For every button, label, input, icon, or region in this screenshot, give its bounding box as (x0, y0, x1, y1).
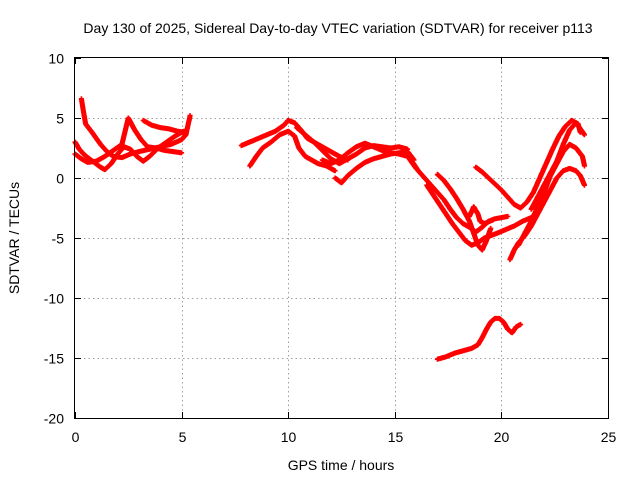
data-series-arc-l (434, 171, 494, 253)
x-axis-label: GPS time / hours (288, 457, 395, 473)
y-axis-label: SDTVAR / TECUs (6, 182, 22, 294)
x-axis-tick-labels: 0 5 10 15 20 25 (72, 429, 617, 445)
series-markers (528, 120, 587, 212)
x-tick-label: 15 (388, 429, 404, 445)
data-series-arc-d (140, 117, 189, 135)
series-markers (424, 182, 534, 248)
series-markers (466, 204, 496, 227)
data-series-arc-j (409, 158, 511, 235)
data-series-arc-r (434, 315, 524, 362)
x-tick-label: 25 (601, 429, 617, 445)
y-axis-tick-labels: 10 5 0 -5 -10 -15 -20 (44, 51, 64, 427)
series-markers (140, 117, 189, 135)
y-tick-label: -5 (52, 231, 65, 247)
chart-title: Day 130 of 2025, Sidereal Day-to-day VTE… (83, 20, 592, 36)
x-tick-label: 10 (281, 429, 297, 445)
y-tick-label: 5 (56, 111, 64, 127)
y-tick-label: -15 (44, 351, 64, 367)
y-tick-label: 0 (56, 171, 64, 187)
x-tick-label: 0 (72, 429, 80, 445)
x-tick-label: 5 (179, 429, 187, 445)
series-markers (434, 171, 494, 253)
series-markers (434, 315, 524, 362)
data-series-arc-f (247, 128, 338, 174)
y-tick-label: -20 (44, 411, 64, 427)
y-tick-label: -10 (44, 291, 64, 307)
data-series-arc-q (528, 120, 587, 212)
data-series-arc-n (473, 117, 583, 211)
data-series-arc-i (332, 149, 417, 186)
series-markers (473, 117, 583, 211)
data-points (72, 96, 587, 362)
data-series-arc-m (466, 204, 496, 227)
plot-frame (74, 57, 609, 419)
series-markers (409, 158, 511, 235)
y-tick-label: 10 (48, 51, 64, 67)
series-markers (247, 128, 338, 174)
x-tick-label: 20 (494, 429, 510, 445)
data-series-arc-k (424, 182, 534, 248)
series-markers (332, 149, 417, 186)
grid (75, 58, 608, 418)
